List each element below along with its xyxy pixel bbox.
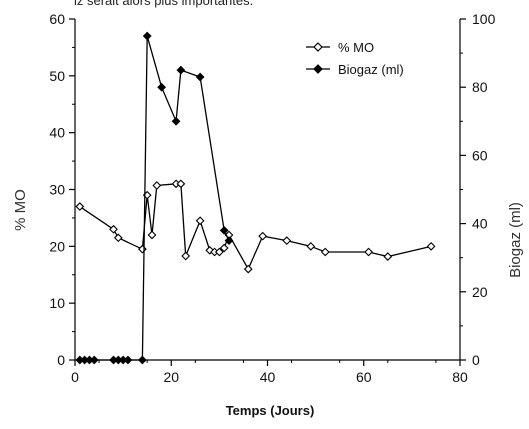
data-point-mo [205, 245, 215, 255]
data-point-mo [109, 224, 118, 234]
data-point-biogaz [224, 236, 234, 246]
data-point-mo [383, 252, 393, 261]
data-point-mo [113, 233, 123, 243]
data-point-biogaz [171, 116, 181, 126]
x-tick-label: 80 [452, 369, 468, 385]
data-point-biogaz [195, 72, 205, 82]
x-tick-label: 0 [71, 369, 79, 385]
y-left-tick-label: 10 [49, 295, 65, 311]
x-axis-title: Temps (Jours) [226, 403, 315, 418]
data-point-mo [258, 231, 268, 241]
legend-marker-mo [313, 42, 323, 52]
data-point-mo [426, 241, 436, 251]
y-left-tick-label: 0 [57, 352, 65, 368]
x-tick-label: 60 [356, 369, 372, 385]
data-point-mo [176, 179, 186, 189]
legend-label-mo: % MO [338, 40, 374, 55]
data-point-mo [147, 230, 157, 240]
y-right-tick-label: 20 [472, 284, 488, 300]
y-left-tick-label: 20 [49, 238, 65, 254]
y-right-tick-label: 60 [472, 147, 488, 163]
data-point-mo [137, 244, 147, 254]
y-right-tick-label: 0 [472, 352, 480, 368]
y-right-tick-label: 40 [472, 216, 488, 232]
x-tick-label: 40 [260, 369, 276, 385]
legend: % MO Biogaz (ml) [306, 40, 404, 77]
data-point-mo [364, 247, 373, 257]
series-line-biogaz [79, 35, 230, 361]
legend-label-biogaz: Biogaz (ml) [338, 62, 404, 77]
caption-text: iz serait alors plus importantes. [74, 0, 254, 8]
series-line-mo [79, 183, 432, 271]
data-point-mo [195, 216, 205, 226]
data-point-biogaz [219, 226, 229, 235]
y-left-tick-label: 30 [49, 182, 65, 198]
data-point-biogaz [137, 355, 147, 365]
data-point-mo [320, 247, 330, 257]
data-point-biogaz [157, 82, 167, 92]
y-left-tick-label: 60 [49, 11, 65, 27]
data-point-biogaz [123, 355, 133, 365]
data-point-mo [181, 251, 191, 261]
data-point-mo [75, 202, 85, 211]
y-right-tick-label: 100 [472, 11, 496, 27]
data-point-biogaz [89, 355, 99, 365]
y-right-axis-title: Biogaz (ml) [507, 202, 524, 278]
data-point-mo [282, 236, 292, 246]
data-point-mo [243, 264, 253, 274]
data-point-mo [306, 241, 316, 251]
data-point-biogaz [176, 65, 186, 75]
x-tick-label: 20 [163, 369, 179, 385]
data-point-mo [152, 181, 162, 190]
y-right-tick-label: 80 [472, 79, 488, 95]
legend-marker-biogaz [313, 64, 323, 74]
y-left-axis-title: % MO [12, 189, 29, 231]
y-left-tick-label: 40 [49, 125, 65, 141]
series-layer [75, 31, 436, 365]
data-point-mo [214, 247, 224, 257]
y-left-tick-label: 50 [49, 68, 65, 84]
data-point-mo [219, 243, 229, 253]
data-point-biogaz [142, 31, 152, 41]
